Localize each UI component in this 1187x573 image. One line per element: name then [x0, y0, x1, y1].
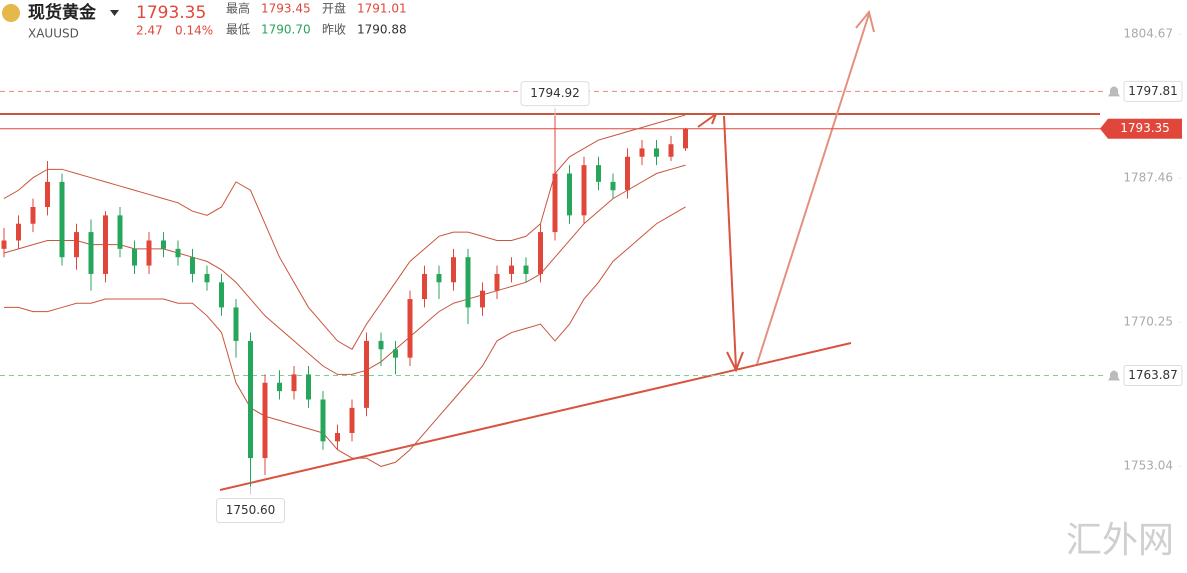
symbol: XAUUSD	[28, 27, 79, 41]
candle-body	[422, 273, 427, 300]
band-upper	[3, 114, 686, 350]
candle-body	[567, 173, 572, 216]
candle-body	[654, 148, 659, 157]
candle-body	[407, 299, 413, 358]
change: 2.47	[136, 24, 163, 38]
candle-body	[335, 432, 340, 442]
last-price: 1793.35	[136, 3, 206, 23]
candle-body	[523, 265, 529, 274]
candle-body	[88, 232, 94, 274]
stat-value: 1790.88	[357, 23, 407, 37]
candle-body	[190, 257, 195, 274]
price-box	[1123, 80, 1183, 102]
candle-body	[509, 265, 514, 274]
stat-value: 1793.45	[261, 2, 311, 16]
band-lower	[4, 206, 686, 467]
arrow	[756, 9, 875, 365]
candle-body	[625, 156, 630, 191]
price-box-label: 1797.81	[1128, 84, 1178, 98]
header: 现货黄金 XAUUSD 1793.35 2.47 0.14%	[2, 2, 213, 41]
candle-body	[610, 181, 616, 191]
candle-body	[581, 165, 587, 216]
candle-body	[349, 407, 355, 433]
candle-body	[552, 173, 558, 233]
candle-body	[74, 232, 79, 258]
y-tick-label: 1787.46	[1123, 171, 1173, 185]
price-box	[1123, 364, 1183, 386]
candle-body	[465, 257, 471, 308]
candle-body	[378, 340, 384, 350]
y-tick-label: 1753.04	[1123, 459, 1173, 473]
gold-icon	[2, 4, 20, 22]
candle-body	[117, 215, 123, 249]
y-tick-label: 1770.25	[1123, 315, 1173, 329]
alert-bell	[1108, 86, 1120, 97]
price-tag-point	[1100, 118, 1108, 139]
stat-label: 昨收	[322, 23, 346, 37]
candle-body	[277, 382, 282, 392]
candle-body	[538, 232, 543, 274]
candle-body	[132, 248, 137, 266]
arrows	[697, 9, 875, 373]
candle-body	[45, 181, 50, 207]
dropdown-arrow[interactable]	[110, 10, 119, 16]
candle-body	[393, 349, 398, 358]
price-tag-label: 1793.35	[1120, 121, 1170, 135]
alert-bell	[1108, 370, 1120, 381]
candle-body	[233, 307, 239, 341]
candle-body	[146, 240, 152, 266]
candle-body	[219, 282, 224, 308]
candle-body	[494, 273, 500, 291]
candle-body	[175, 248, 181, 258]
candle-body	[1, 240, 7, 249]
low-marker-label: 1750.60	[226, 503, 276, 517]
price-box-label: 1763.87	[1128, 368, 1178, 382]
change-pct: 0.14%	[175, 24, 213, 38]
candle-body	[291, 374, 297, 392]
arrow	[697, 113, 718, 128]
candle-body	[262, 382, 268, 459]
candle-body	[204, 273, 210, 283]
arrow	[723, 115, 744, 373]
candle-body	[364, 340, 369, 408]
stat-label: 最低	[226, 23, 250, 37]
candle-body	[451, 257, 456, 283]
stat-label: 最高	[226, 1, 250, 16]
candle-body	[103, 215, 108, 274]
marker-box	[520, 81, 590, 107]
trend-line	[219, 342, 852, 491]
high-marker-label: 1794.92	[530, 86, 580, 100]
watermark: 汇外网	[1066, 520, 1174, 561]
candle-body	[30, 206, 36, 224]
candle-body	[639, 148, 645, 157]
candle-body	[306, 374, 311, 400]
candle-body	[480, 290, 485, 308]
candle-body	[59, 181, 65, 258]
candle-body	[16, 223, 21, 241]
candle-body	[683, 128, 688, 149]
marker-box	[216, 498, 285, 524]
instrument-name: 现货黄金	[28, 2, 97, 23]
candle-body	[596, 165, 601, 182]
stat-value: 1791.01	[357, 2, 407, 16]
stat-value: 1790.70	[261, 23, 311, 37]
candle-body	[436, 273, 442, 283]
candle-body	[668, 144, 674, 157]
candle-body	[248, 340, 253, 459]
y-tick-label: 1804.67	[1123, 26, 1173, 40]
price-tag	[1108, 118, 1182, 139]
candle-body	[320, 399, 326, 442]
candle-body	[161, 240, 166, 249]
stat-label: 开盘	[322, 1, 346, 16]
